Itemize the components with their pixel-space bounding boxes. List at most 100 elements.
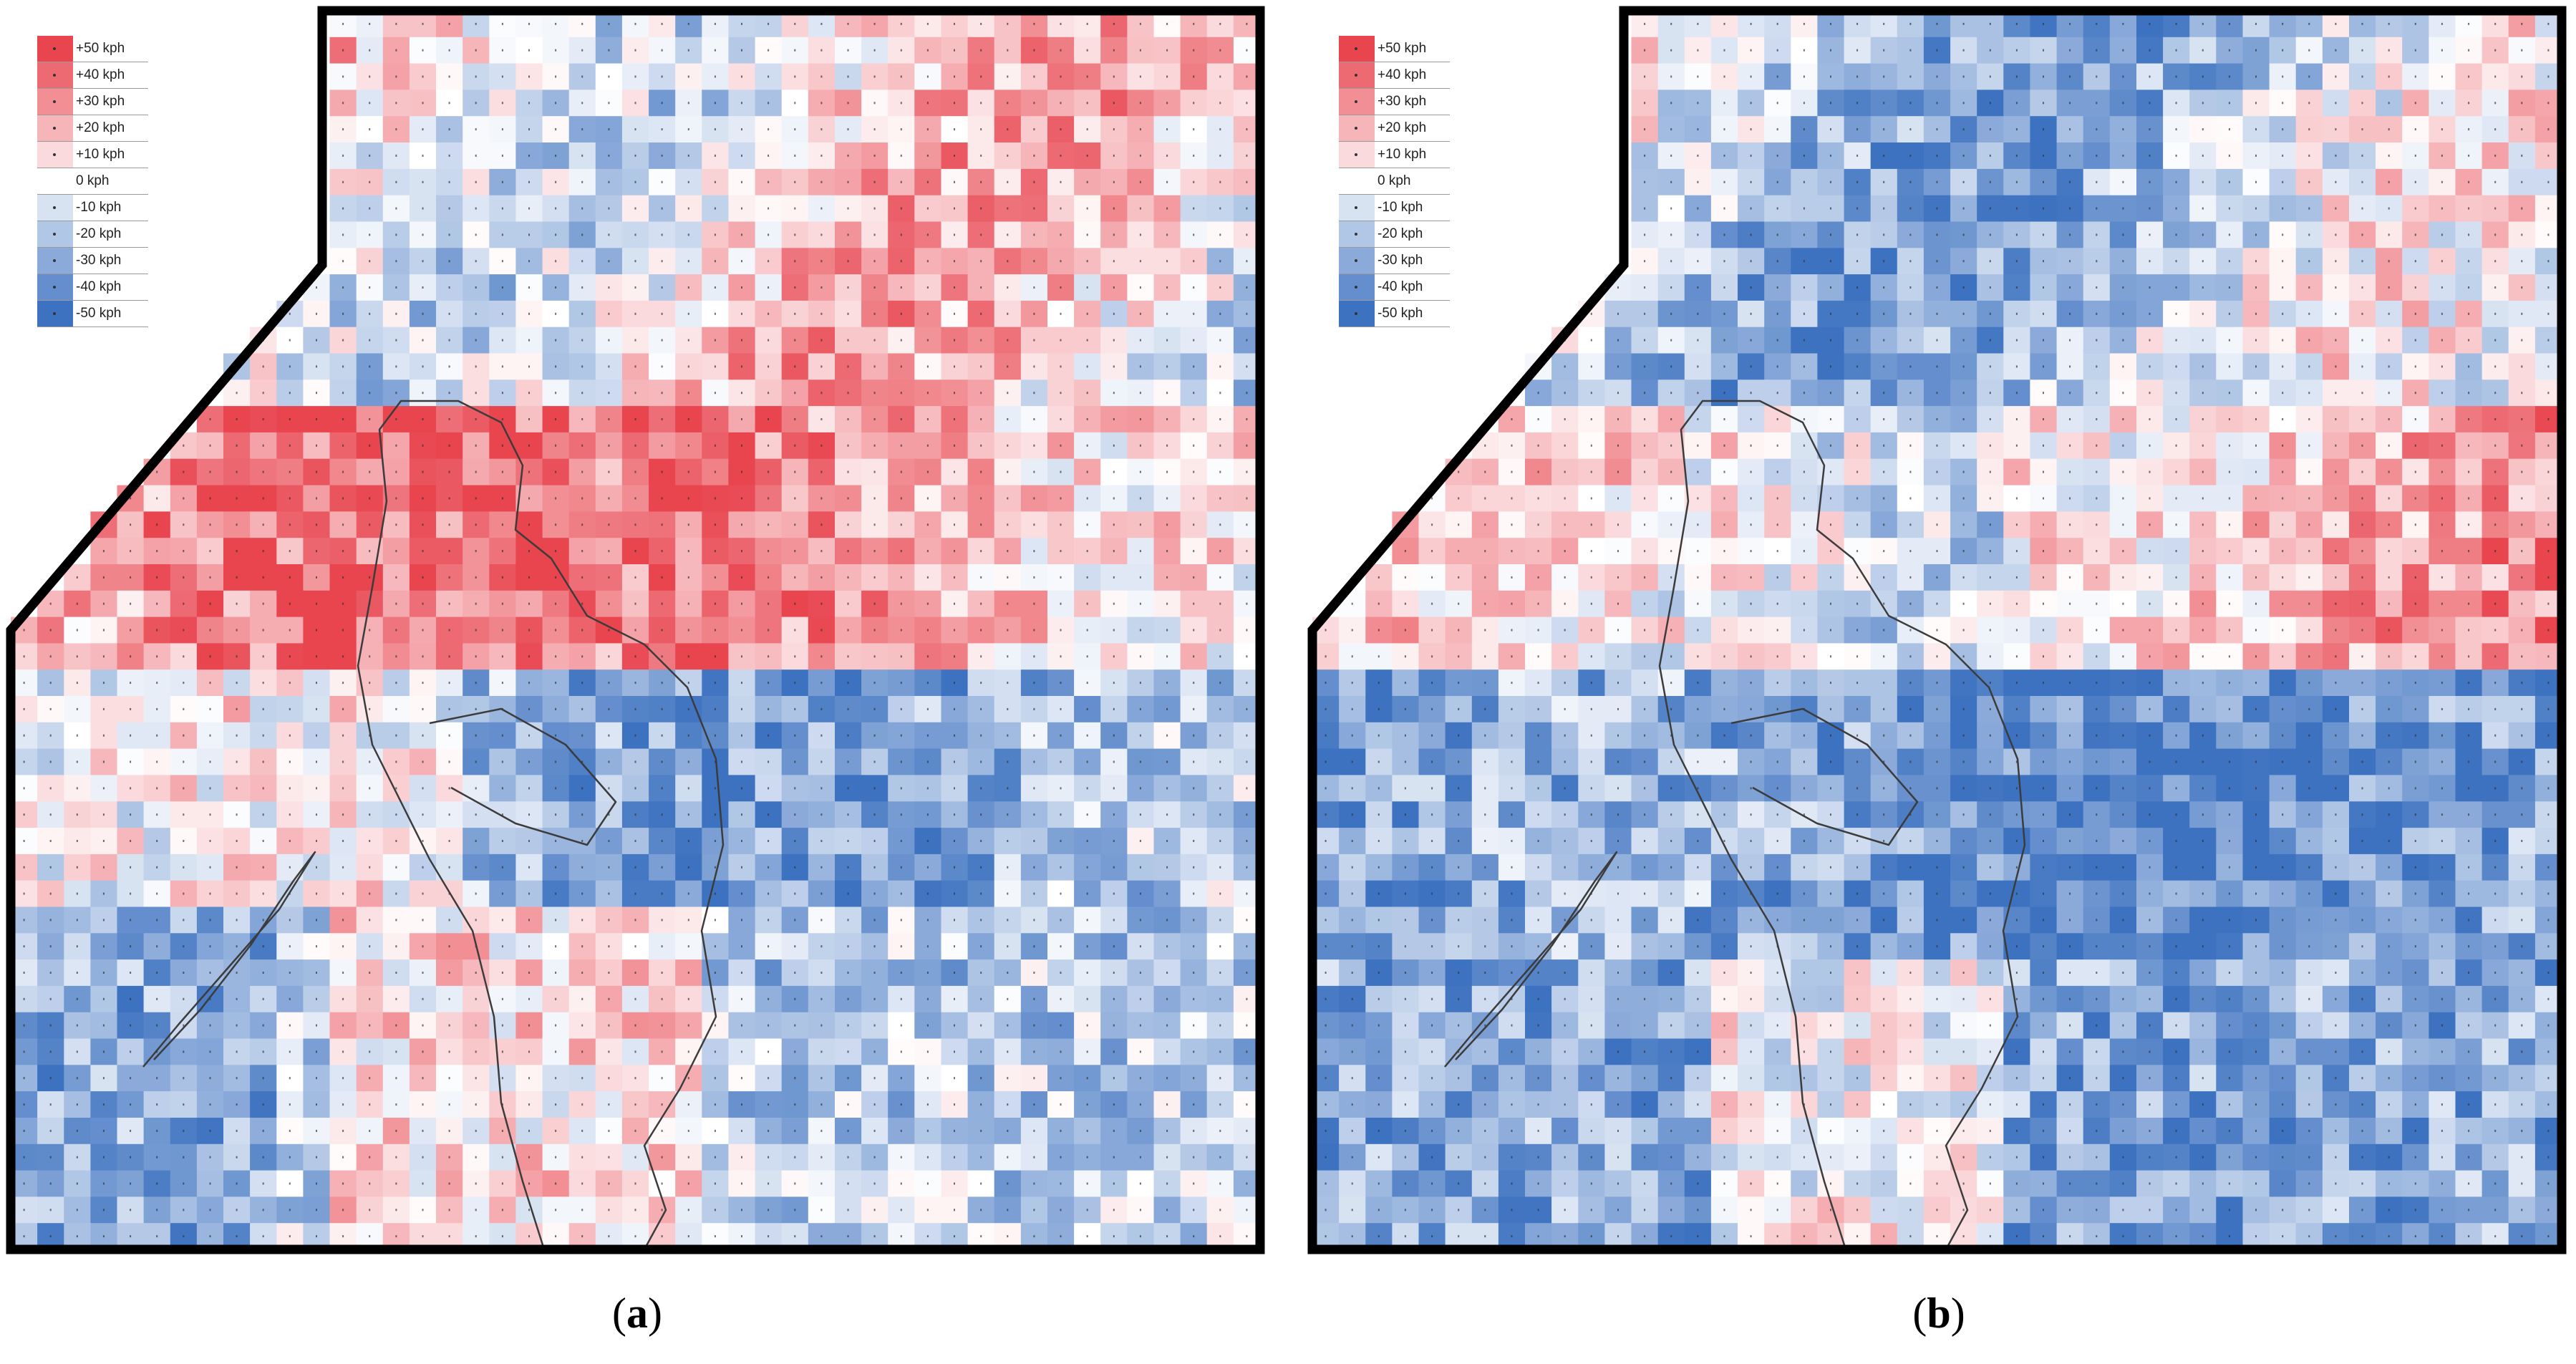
wind-dot-icon xyxy=(475,972,477,974)
wind-dot-icon xyxy=(1113,1024,1115,1027)
wind-dot-icon xyxy=(1750,22,1752,25)
wind-dot-icon xyxy=(1219,470,1221,473)
wind-dot-icon xyxy=(1060,682,1062,685)
wind-dot-icon xyxy=(2282,207,2284,210)
wind-dot-icon xyxy=(741,734,742,737)
wind-dot-icon xyxy=(900,523,902,526)
wind-dot-icon xyxy=(262,997,264,1000)
wind-dot-icon xyxy=(1193,1235,1195,1238)
wind-dot-icon xyxy=(2069,260,2071,263)
wind-dot-icon xyxy=(847,550,849,553)
wind-dot-icon xyxy=(2335,286,2337,289)
wind-dot-icon xyxy=(156,945,158,948)
wind-dot-icon xyxy=(926,629,929,632)
wind-dot-icon xyxy=(634,787,636,790)
wind-dot-icon xyxy=(2043,339,2044,342)
wind-dot-icon xyxy=(581,866,584,869)
wind-dot-icon xyxy=(2308,286,2310,289)
wind-dot-icon xyxy=(130,919,132,922)
wind-dot-icon xyxy=(342,312,344,315)
wind-dot-icon xyxy=(926,919,929,922)
wind-dot-icon xyxy=(262,497,264,500)
wind-dot-icon xyxy=(2149,233,2151,236)
wind-dot-icon xyxy=(873,339,876,342)
wind-dot-icon xyxy=(23,972,25,974)
wind-dot-icon xyxy=(926,1182,929,1185)
wind-dot-icon xyxy=(1883,339,1885,342)
wind-dot-icon xyxy=(1962,128,1965,131)
wind-dot-icon xyxy=(528,945,530,948)
wind-dot-icon xyxy=(422,734,424,737)
wind-dot-icon xyxy=(714,233,716,236)
wind-dot-icon xyxy=(1697,22,1699,25)
wind-dot-icon xyxy=(369,682,371,685)
wind-dot-icon xyxy=(1219,497,1221,500)
wind-dot-icon xyxy=(1246,102,1248,105)
wind-dot-icon xyxy=(741,102,742,105)
wind-dot-icon xyxy=(1166,180,1168,183)
wind-dot-icon xyxy=(873,1235,876,1238)
wind-dot-icon xyxy=(2122,180,2124,183)
wind-dot-icon xyxy=(2547,75,2550,78)
wind-dot-icon xyxy=(102,787,105,790)
wind-dot-icon xyxy=(102,1182,105,1185)
wind-dot-icon xyxy=(2149,207,2151,210)
wind-dot-icon xyxy=(820,1209,823,1211)
wind-dot-icon xyxy=(1113,312,1115,315)
wind-dot-icon xyxy=(1936,180,1938,183)
wind-dot-icon xyxy=(2096,22,2098,25)
wind-dot-icon xyxy=(2255,260,2257,263)
wind-dot-icon xyxy=(448,813,450,816)
wind-dot-icon xyxy=(342,1050,344,1053)
wind-dot-icon xyxy=(900,1156,902,1159)
wind-dot-icon xyxy=(2521,207,2523,210)
wind-dot-icon xyxy=(2335,49,2337,52)
wind-dot-icon xyxy=(316,550,317,553)
wind-dot-icon xyxy=(1246,1209,1248,1211)
wind-dot-icon xyxy=(954,207,955,210)
wind-dot-icon xyxy=(661,470,663,473)
wind-dot-icon xyxy=(475,813,477,816)
wind-dot-icon xyxy=(316,1050,317,1053)
wind-dot-icon xyxy=(794,787,796,790)
wind-dot-icon xyxy=(448,1050,450,1053)
wind-dot-icon xyxy=(1060,418,1062,420)
wind-dot-icon xyxy=(448,760,450,763)
wind-dot-icon xyxy=(768,312,770,315)
wind-dot-icon xyxy=(422,1103,424,1106)
wind-dot-icon xyxy=(1166,892,1168,895)
wind-dot-icon xyxy=(1883,102,1885,105)
wind-dot-icon xyxy=(289,418,291,420)
wind-dot-icon xyxy=(873,550,876,553)
wind-dot-icon xyxy=(2175,207,2177,210)
wind-dot-icon xyxy=(76,972,78,974)
wind-dot-icon xyxy=(76,919,78,922)
wind-dot-icon xyxy=(2282,339,2284,342)
wind-dot-icon xyxy=(342,365,344,368)
wind-dot-icon xyxy=(102,997,105,1000)
wind-dot-icon xyxy=(1166,339,1168,342)
wind-dot-icon xyxy=(1086,470,1088,473)
wind-dot-icon xyxy=(926,49,929,52)
wind-dot-icon xyxy=(209,1103,211,1106)
wind-dot-icon xyxy=(262,1156,264,1159)
wind-dot-icon xyxy=(448,312,450,315)
wind-dot-icon xyxy=(156,866,158,869)
wind-dot-icon xyxy=(900,1129,902,1132)
wind-dot-icon xyxy=(395,286,397,289)
wind-dot-icon xyxy=(289,866,291,869)
wind-dot-icon xyxy=(634,418,636,420)
wind-dot-icon xyxy=(49,840,52,842)
wind-dot-icon xyxy=(634,1209,636,1211)
wind-dot-icon xyxy=(1166,1235,1168,1238)
wind-dot-icon xyxy=(183,892,185,895)
wind-dot-icon xyxy=(1936,75,1938,78)
wind-dot-icon xyxy=(608,813,610,816)
wind-dot-icon xyxy=(714,892,716,895)
wind-dot-icon xyxy=(1166,497,1168,500)
wind-dot-icon xyxy=(873,813,876,816)
wind-dot-icon xyxy=(980,1129,982,1132)
wind-dot-icon xyxy=(1007,128,1009,131)
wind-dot-icon xyxy=(2468,207,2470,210)
wind-dot-icon xyxy=(794,102,796,105)
